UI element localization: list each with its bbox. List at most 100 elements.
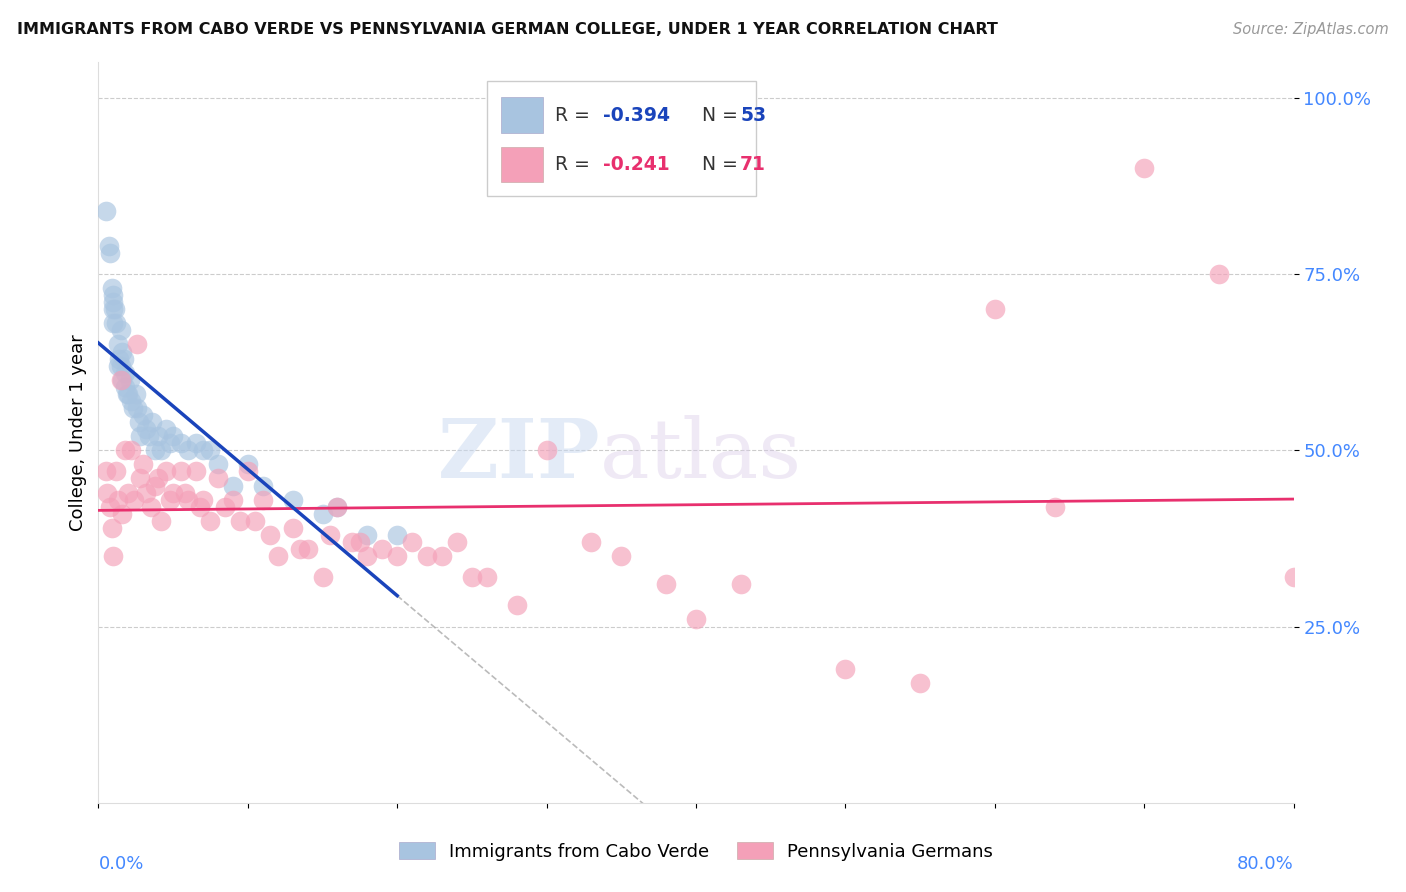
Point bbox=[94, 464, 117, 478]
Point bbox=[191, 443, 214, 458]
Point bbox=[120, 393, 142, 408]
Point bbox=[416, 549, 439, 563]
Point bbox=[110, 373, 132, 387]
Point bbox=[655, 577, 678, 591]
Point bbox=[155, 422, 177, 436]
Point bbox=[107, 359, 129, 373]
Point bbox=[177, 492, 200, 507]
Point bbox=[103, 549, 125, 563]
Point bbox=[129, 471, 152, 485]
Point bbox=[430, 549, 453, 563]
Point bbox=[326, 500, 349, 514]
Point bbox=[135, 422, 157, 436]
Point bbox=[222, 478, 245, 492]
Point bbox=[148, 429, 170, 443]
Point bbox=[159, 492, 181, 507]
Point bbox=[97, 239, 120, 253]
Point bbox=[1133, 161, 1156, 176]
Point bbox=[124, 492, 146, 507]
Point bbox=[138, 429, 160, 443]
Point bbox=[169, 436, 191, 450]
Text: -0.241: -0.241 bbox=[603, 155, 669, 174]
Legend: Immigrants from Cabo Verde, Pennsylvania Germans: Immigrants from Cabo Verde, Pennsylvania… bbox=[392, 835, 1000, 868]
Point bbox=[385, 528, 409, 542]
Point bbox=[110, 359, 132, 373]
Point bbox=[984, 302, 1007, 317]
Point bbox=[236, 464, 259, 478]
Point bbox=[834, 662, 856, 676]
Point bbox=[236, 458, 259, 472]
Point bbox=[101, 281, 124, 295]
Bar bbox=[501, 97, 543, 133]
Point bbox=[475, 570, 498, 584]
Point bbox=[177, 443, 200, 458]
Point bbox=[162, 485, 184, 500]
Point bbox=[94, 203, 117, 218]
FancyBboxPatch shape bbox=[486, 81, 756, 195]
Text: 53: 53 bbox=[740, 105, 766, 125]
Point bbox=[101, 521, 124, 535]
Point bbox=[356, 549, 378, 563]
Point bbox=[125, 387, 148, 401]
Point bbox=[184, 436, 207, 450]
Point bbox=[371, 541, 394, 556]
Point bbox=[111, 344, 134, 359]
Point bbox=[159, 436, 181, 450]
Point bbox=[908, 676, 931, 690]
Point bbox=[356, 528, 378, 542]
Point bbox=[114, 366, 136, 380]
Point bbox=[581, 535, 603, 549]
Point bbox=[143, 443, 166, 458]
Point bbox=[349, 535, 371, 549]
Point bbox=[297, 541, 319, 556]
Point bbox=[112, 351, 135, 366]
Point bbox=[1282, 570, 1305, 584]
Point bbox=[401, 535, 423, 549]
Point bbox=[281, 521, 304, 535]
Text: N =: N = bbox=[685, 105, 744, 125]
Point bbox=[103, 288, 125, 302]
Point bbox=[107, 337, 129, 351]
Point bbox=[188, 500, 211, 514]
Point bbox=[506, 599, 529, 613]
Point bbox=[111, 373, 134, 387]
Point bbox=[222, 492, 245, 507]
Point bbox=[114, 443, 136, 458]
Point bbox=[150, 514, 173, 528]
Point bbox=[98, 500, 122, 514]
Text: R =: R = bbox=[555, 155, 596, 174]
Point bbox=[128, 415, 150, 429]
Point bbox=[281, 492, 304, 507]
Point bbox=[446, 535, 468, 549]
Point bbox=[184, 464, 207, 478]
Point bbox=[132, 408, 155, 422]
Point bbox=[245, 514, 267, 528]
Point bbox=[252, 478, 274, 492]
Point bbox=[104, 302, 127, 317]
Point bbox=[127, 401, 149, 415]
Point bbox=[174, 485, 197, 500]
Point bbox=[129, 429, 152, 443]
Point bbox=[155, 464, 177, 478]
Point bbox=[127, 337, 149, 351]
Point bbox=[311, 507, 333, 521]
Point bbox=[311, 570, 333, 584]
Point bbox=[135, 485, 157, 500]
Point bbox=[103, 302, 125, 317]
Point bbox=[150, 443, 173, 458]
Point bbox=[108, 351, 131, 366]
Point bbox=[461, 570, 484, 584]
Point bbox=[730, 577, 752, 591]
Point bbox=[610, 549, 633, 563]
Point bbox=[169, 464, 191, 478]
Text: Source: ZipAtlas.com: Source: ZipAtlas.com bbox=[1233, 22, 1389, 37]
Text: 0.0%: 0.0% bbox=[98, 855, 143, 872]
Point bbox=[1208, 267, 1230, 281]
Point bbox=[207, 471, 229, 485]
Point bbox=[191, 492, 214, 507]
Point bbox=[105, 464, 128, 478]
Point bbox=[148, 471, 170, 485]
Point bbox=[115, 387, 138, 401]
Point bbox=[117, 387, 139, 401]
Point bbox=[117, 485, 139, 500]
